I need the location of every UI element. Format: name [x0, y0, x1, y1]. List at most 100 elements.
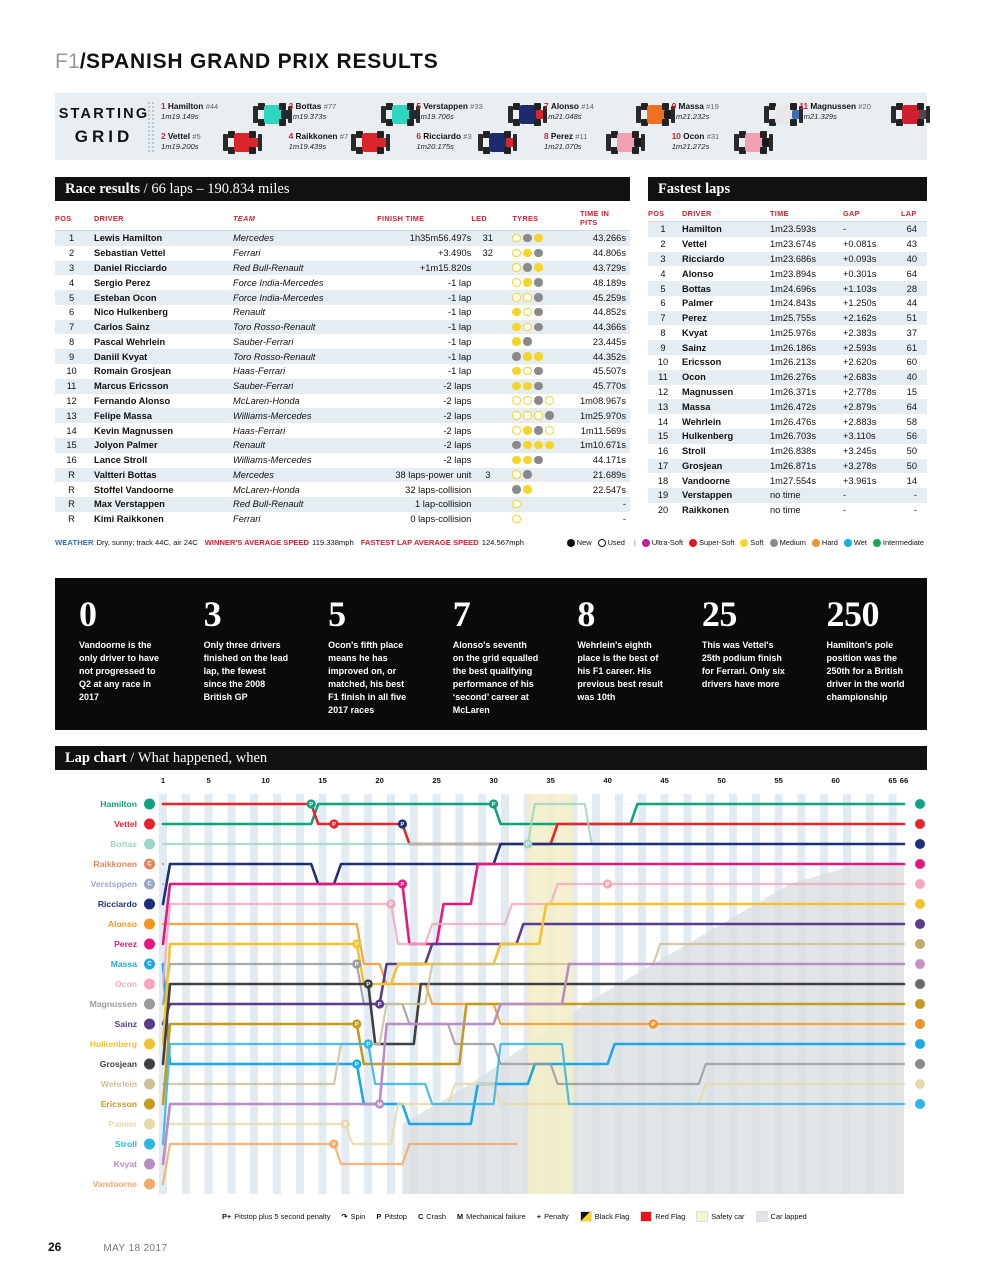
- tyre-dot: [512, 248, 521, 258]
- cell-gap: +1.250s: [843, 298, 877, 309]
- cell-gap: +2.879s: [843, 401, 877, 412]
- grid-entry-name: Perez: [550, 131, 574, 141]
- table-row: 6 Palmer 1m24.843s +1.250s 44: [648, 296, 927, 311]
- tyre-dot: [523, 381, 532, 391]
- race-results-header-row: POS DRIVER TEAM FINISH TIME LED TYRES TI…: [55, 205, 630, 231]
- grid-entry: 11 Magnussen #20 1m21.329s: [799, 101, 931, 126]
- stat-text: Hamilton's pole position was the 250th f…: [826, 640, 905, 703]
- grid-entry-name: Hamilton: [167, 101, 204, 111]
- lap-chart-event-marker: P: [352, 1059, 362, 1069]
- lap-chart-trace: [161, 982, 906, 1066]
- grid-column: 11 Magnussen #20 1m21.329s: [799, 93, 931, 160]
- lap-legend-item: M Mechanical failure: [457, 1212, 526, 1221]
- cell-driver: Pascal Wehrlein: [94, 336, 166, 347]
- page-title-separator: /: [79, 50, 86, 73]
- cell-gap: +0.093s: [843, 253, 877, 264]
- cell-driver: Nico Hulkenberg: [94, 307, 168, 318]
- tyre-dot: [534, 366, 543, 376]
- lap-chart-finish-marker: [915, 839, 925, 849]
- tyre-dot: [512, 366, 521, 376]
- grid-entry: 10 Ocon #31 1m21.272s: [672, 131, 800, 154]
- cell-driver: Palmer: [682, 298, 714, 309]
- cell-time-in-pits: -: [622, 514, 626, 525]
- cell-finish-time: -2 laps: [443, 410, 472, 421]
- tyre-dot: [534, 426, 543, 435]
- tyre-dot: [523, 426, 532, 435]
- issue-date: MAY 18 2017: [103, 1243, 168, 1254]
- cell-finish-time: -1 lap: [448, 366, 472, 377]
- legend-divider: |: [633, 538, 636, 547]
- tyre-dot: [512, 293, 521, 302]
- cell-driver: Verstappen: [682, 490, 733, 501]
- cell-gap: -: [843, 490, 847, 501]
- svg-text:P: P: [401, 822, 405, 828]
- cell-time-in-pits: 22.547s: [592, 484, 626, 495]
- tyre-dot: [523, 293, 532, 302]
- tyre-dot: [545, 426, 554, 435]
- lap-chart-legend: P+ Pitstop plus 5 second penalty ↷ Spin P Pit…: [222, 1211, 927, 1222]
- grid-car-icon: [253, 103, 293, 126]
- page-title-prefix: F1: [55, 50, 80, 73]
- tyre-dot: [534, 278, 543, 287]
- lap-chart-driver-label: Vettel: [114, 819, 137, 829]
- lap-chart-driver-label: Ocon: [115, 979, 137, 989]
- cell-led: [471, 482, 504, 497]
- cell-pos: 10: [66, 366, 77, 377]
- cell-pos: 5: [660, 283, 666, 294]
- cell-pos: 3: [660, 253, 666, 264]
- tyre-dot: [512, 514, 521, 524]
- lap-legend-item: Car lapped: [755, 1211, 807, 1222]
- cell-finish-time: 0 laps-collision: [410, 514, 472, 525]
- grid-car-icon: [763, 103, 804, 126]
- lap-chart-driver-label: Grosjean: [99, 1059, 137, 1069]
- cell-tyres: [504, 320, 580, 335]
- cell-time: 1m23.674s: [770, 239, 816, 250]
- lap-legend-item: + Penalty: [537, 1212, 569, 1221]
- lap-chart-driver-bullet: [144, 978, 155, 990]
- cell-time-in-pits: 44.806s: [592, 248, 626, 259]
- tyre-dot: [534, 440, 543, 450]
- table-row: 2 Sebastian Vettel Ferrari +3.490s 32 44.806s: [55, 246, 630, 261]
- lap-axis-tick: 1: [160, 776, 166, 785]
- cell-led: [471, 408, 504, 423]
- cell-pos: 9: [68, 351, 75, 362]
- cell-finish-time: +1m15.820s: [419, 262, 472, 273]
- lap-axis-tick: 15: [318, 776, 327, 785]
- lap-legend-swatch: [640, 1211, 653, 1222]
- table-row: 13 Massa 1m26.472s +2.879s 64: [648, 399, 927, 415]
- lap-axis-tick: 55: [774, 776, 783, 785]
- col-driver: DRIVER: [88, 205, 234, 231]
- grid-divider-dots: [147, 101, 155, 152]
- tyre-dot: [523, 485, 532, 494]
- grid-entry-name: Alonso: [550, 101, 579, 111]
- cell-finish-time: -2 laps: [443, 381, 472, 392]
- cell-team: Force India-Mercedes: [233, 292, 324, 303]
- lap-legend-key: M: [457, 1212, 464, 1221]
- lap-legend-key: P+: [222, 1212, 232, 1221]
- cell-finish-time: -1 lap: [448, 292, 472, 303]
- grid-entry-pos: 6: [416, 131, 421, 141]
- cell-led: [471, 334, 504, 349]
- grid-entry: 9 Massa #19 1m21.232s: [672, 101, 803, 126]
- starting-grid: STARTING GRID 1 Hamilton #44 1m19.149s 2 V…: [55, 93, 931, 160]
- cell-driver: Lance Stroll: [94, 455, 148, 466]
- table-row: 4 Alonso 1m23.894s +0.301s 64: [648, 266, 927, 281]
- lap-chart-trace: [161, 962, 906, 1166]
- tyre-legend-label: Intermediate: [882, 538, 924, 547]
- tyre-dot: [512, 440, 521, 450]
- cell-pos: 15: [657, 431, 669, 442]
- svg-text:P: P: [355, 962, 359, 968]
- cell-time-in-pits: -: [622, 499, 626, 510]
- tyre-legend-dot: [843, 538, 852, 547]
- cell-team: Haas-Ferrari: [233, 425, 286, 436]
- cell-gap: +3.245s: [843, 446, 877, 457]
- cell-driver: Massa: [682, 401, 711, 412]
- tyre-dot: [512, 337, 521, 346]
- grid-entry-name: Ricciardo: [423, 131, 462, 141]
- cell-pos: R: [68, 514, 75, 525]
- cell-time: 1m26.476s: [770, 416, 816, 427]
- grid-car-icon: [606, 131, 646, 154]
- cell-lap: 60: [906, 357, 917, 368]
- lap-chart-driver-bullet: [144, 1158, 155, 1170]
- cell-pos: 12: [657, 386, 669, 397]
